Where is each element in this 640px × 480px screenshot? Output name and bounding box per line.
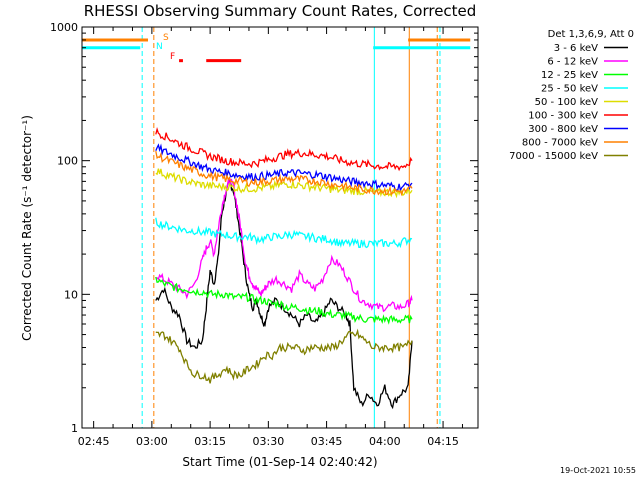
x-tick-label: 03:15 — [194, 435, 226, 448]
x-tick-label: 04:00 — [369, 435, 401, 448]
y-tick-label: 1 — [71, 422, 78, 435]
series-line-1 — [155, 178, 413, 313]
legend-entry-label: 12 - 25 keV — [541, 70, 598, 81]
y-tick-label: 1000 — [50, 21, 78, 34]
series-line-2 — [155, 276, 413, 325]
timestamp: 19-Oct-2021 10:55 — [560, 466, 636, 475]
x-tick-label: 03:45 — [311, 435, 343, 448]
series-line-7 — [155, 150, 413, 197]
series-line-6 — [155, 143, 413, 193]
x-tick-label: 04:15 — [427, 435, 459, 448]
legend-entry-label: 3 - 6 keV — [554, 43, 598, 54]
flag-label-f: F — [170, 52, 175, 62]
x-tick-label: 03:30 — [253, 435, 285, 448]
y-tick-label: 100 — [57, 155, 78, 168]
chart-title: RHESSI Observing Summary Count Rates, Co… — [84, 2, 477, 20]
legend-title: Det 1,3,6,9, Att 0 — [548, 29, 634, 40]
legend-entry-label: 300 - 800 keV — [528, 124, 598, 135]
legend-entry-label: 25 - 50 keV — [541, 84, 598, 95]
x-axis-label: Start Time (01-Sep-14 02:40:42) — [182, 455, 377, 469]
x-tick-label: 02:45 — [78, 435, 110, 448]
series-line-3 — [155, 217, 413, 249]
series-line-0 — [155, 177, 413, 410]
legend-entry-label: 6 - 12 keV — [547, 57, 598, 68]
flag-label-n: N — [156, 42, 163, 52]
plot-area: SNF 02:45 03:00 03:15 03:30 03:45 04:00 04:15 1 1… — [50, 21, 628, 448]
y-axis-label: Corrected Count Rate (s⁻¹ detector⁻¹) — [20, 115, 34, 341]
x-tick-label: 03:00 — [136, 435, 168, 448]
flag-label-s: S — [163, 33, 169, 43]
axes-frame — [81, 26, 479, 429]
legend-entry-label: 100 - 300 keV — [528, 111, 598, 122]
series-line-8 — [155, 328, 413, 384]
legend-entry-label: 7000 - 15000 keV — [509, 151, 598, 162]
legend-entry-label: 50 - 100 keV — [535, 97, 599, 108]
y-tick-label: 10 — [64, 288, 78, 301]
series-line-5 — [155, 126, 413, 172]
legend-entry-label: 800 - 7000 keV — [522, 138, 598, 149]
